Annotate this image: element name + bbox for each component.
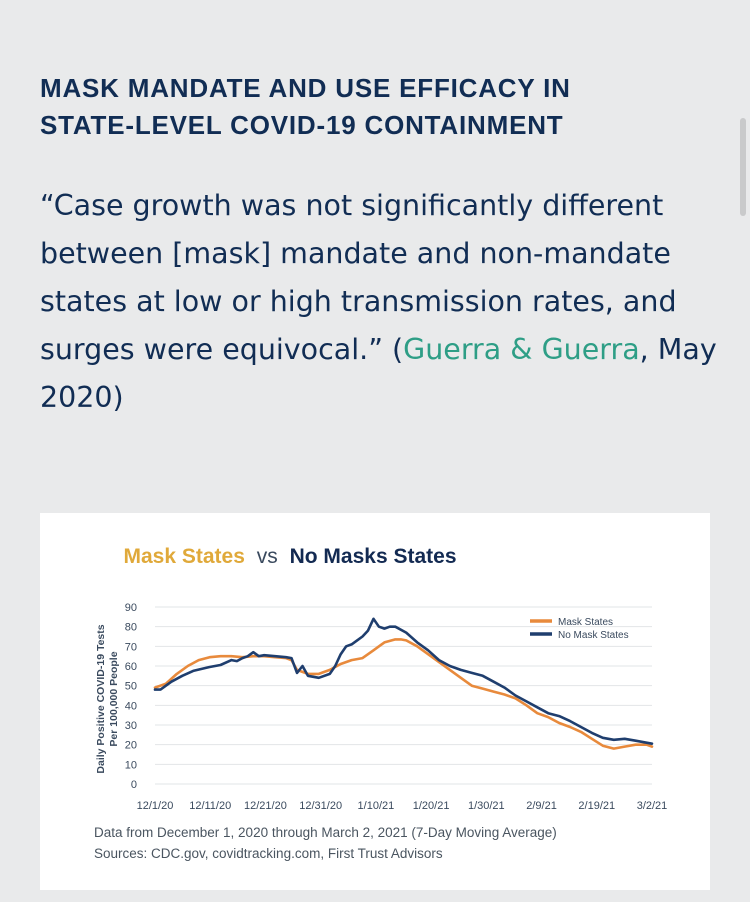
chart-title-part2: No Masks States [290,545,457,568]
scrollbar-thumb[interactable] [740,118,746,216]
x-tick-label: 2/19/21 [578,800,615,812]
y-axis-ticks: 0 10 20 30 40 50 60 70 80 90 [125,602,137,791]
chart-title: Mask States vs No Masks States [124,545,457,568]
x-tick-label: 1/20/21 [413,800,450,812]
x-tick-label: 12/1/20 [137,800,174,812]
y-axis-label-line2: Per 100,000 People [108,651,120,746]
y-tick-label: 60 [125,661,137,673]
quote-text: “Case growth was not significantly diffe… [40,189,677,366]
y-tick-label: 20 [125,740,137,752]
series-line-no-mask-states [153,617,654,745]
x-axis-ticks: 12/1/20 12/11/20 12/21/20 12/31/20 1/10/21 1/… [137,800,668,812]
quote-suffix: , May 2020) [40,333,717,414]
legend-label-no-mask: No Mask States [558,630,629,641]
y-tick-label: 10 [125,759,137,771]
x-tick-label: 1/10/21 [358,800,395,812]
y-tick-label: 50 [125,681,137,693]
chart-card: Mask States vs No Masks States 0 10 20 30 40… [40,513,710,890]
chart-series [153,617,654,750]
y-tick-label: 70 [125,641,137,653]
article-heading: MASK MANDATE AND USE EFFICACY IN STATE-L… [40,70,700,144]
x-tick-label: 1/30/21 [468,800,505,812]
y-tick-label: 40 [125,700,137,712]
x-tick-label: 12/21/20 [244,800,287,812]
chart-footnote-2: Sources: CDC.gov, covidtracking.com, Fir… [94,846,443,861]
series-line-mask-states [153,638,654,750]
chart-legend: Mask States No Mask States [530,617,629,641]
x-tick-label: 2/9/21 [526,800,557,812]
quote-paragraph: “Case growth was not significantly diffe… [40,182,720,422]
citation-link[interactable]: Guerra & Guerra [403,333,640,366]
line-chart: Mask States vs No Masks States 0 10 20 30 40… [94,545,668,861]
y-tick-label: 0 [131,779,137,791]
heading-line-2: STATE-LEVEL COVID-19 CONTAINMENT [40,110,564,140]
y-tick-label: 30 [125,720,137,732]
y-tick-label: 90 [125,602,137,614]
legend-label-mask: Mask States [558,617,613,628]
chart-gridlines [155,606,652,785]
x-tick-label: 3/2/21 [637,800,668,812]
chart-title-part1: Mask States [124,545,245,568]
y-axis-label-line1: Daily Positive COVID-19 Tests [95,624,107,773]
x-tick-label: 12/31/20 [299,800,342,812]
chart-title-vs: vs [257,545,278,568]
x-tick-label: 12/11/20 [189,800,231,812]
chart-footnote-1: Data from December 1, 2020 through March… [94,825,557,840]
y-tick-label: 80 [125,622,137,634]
heading-line-1: MASK MANDATE AND USE EFFICACY IN [40,73,571,103]
